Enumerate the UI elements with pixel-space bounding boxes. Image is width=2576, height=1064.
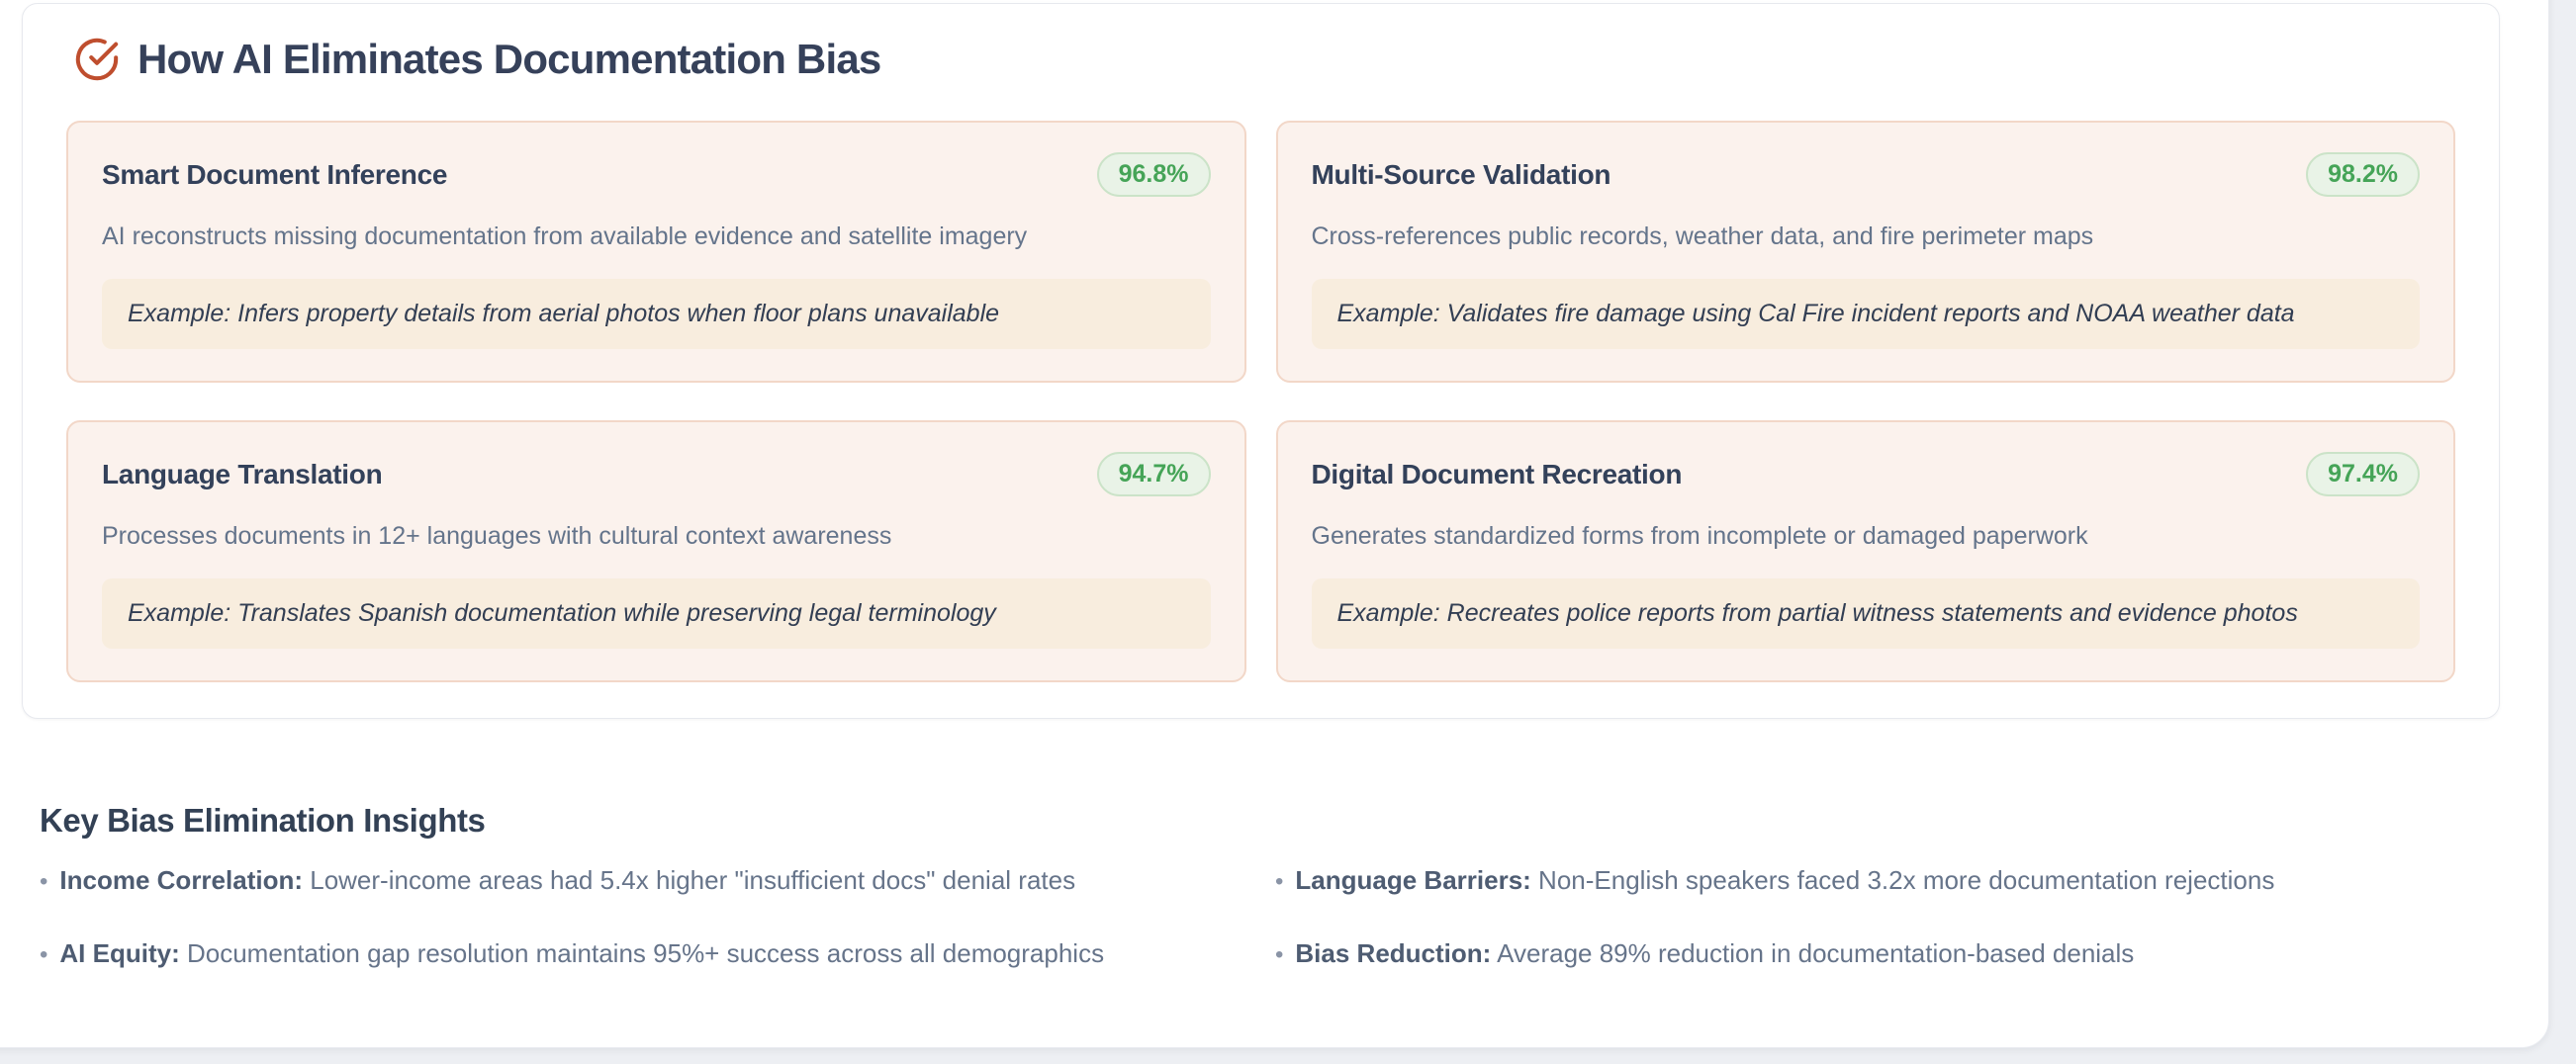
insight-label: Income Correlation: [59, 865, 303, 895]
capability-title: Digital Document Recreation [1311, 458, 1683, 489]
check-circle-icon [75, 38, 119, 81]
capability-example: Example: Validates fire damage using Cal… [1311, 279, 2420, 349]
capability-example: Example: Translates Spanish documentatio… [102, 578, 1211, 649]
capability-card: Digital Document Recreation 97.4% Genera… [1275, 420, 2455, 682]
insight-label: Bias Reduction: [1295, 937, 1492, 968]
section-header: How AI Eliminates Documentation Bias [66, 36, 2455, 83]
capability-description: Cross-references public records, weather… [1311, 222, 2094, 250]
accuracy-badge: 96.8% [1096, 152, 1211, 197]
bullet-icon: • [1275, 868, 1284, 895]
insights-section: Key Bias Elimination Insights • Income Co… [40, 802, 2515, 970]
insight-text: Average 89% reduction in documentation-b… [1497, 937, 2135, 968]
capability-card-header: Language Translation 94.7% [102, 452, 1211, 496]
capability-card: Multi-Source Validation 98.2% Cross-refe… [1275, 121, 2455, 383]
capability-card: Language Translation 94.7% Processes doc… [66, 420, 1246, 682]
section-title: How AI Eliminates Documentation Bias [138, 36, 881, 82]
capability-description: Generates standardized forms from incomp… [1311, 522, 2088, 550]
insight-label: Language Barriers: [1295, 865, 1531, 895]
insights-list: • Income Correlation: Lower-income areas … [40, 865, 2515, 970]
capability-title: Smart Document Inference [102, 158, 448, 190]
capability-description: AI reconstructs missing documentation fr… [102, 222, 1028, 250]
capability-grid: Smart Document Inference 96.8% AI recons… [66, 121, 2455, 682]
capability-example: Example: Infers property details from ae… [102, 279, 1211, 349]
insight-item: • Language Barriers: Non-English speakers… [1275, 865, 2515, 897]
insight-text: Documentation gap resolution maintains 9… [186, 937, 1105, 968]
capability-card-header: Digital Document Recreation 97.4% [1311, 452, 2420, 496]
bullet-icon: • [40, 940, 48, 968]
ai-bias-section-card: How AI Eliminates Documentation Bias Sma… [22, 3, 2500, 719]
insight-text: Lower-income areas had 5.4x higher "insu… [310, 865, 1076, 895]
insight-label: AI Equity: [59, 937, 180, 968]
capability-description: Processes documents in 12+ languages wit… [102, 522, 892, 550]
capability-card: Smart Document Inference 96.8% AI recons… [66, 121, 1246, 383]
insight-item: • Bias Reduction: Average 89% reduction i… [1275, 938, 2515, 970]
insight-item: • Income Correlation: Lower-income areas … [40, 865, 1275, 897]
bullet-icon: • [1275, 940, 1284, 968]
capability-title: Multi-Source Validation [1311, 158, 1611, 190]
insight-text: Non-English speakers faced 3.2x more doc… [1538, 865, 2275, 895]
accuracy-badge: 97.4% [2306, 452, 2420, 496]
accuracy-badge: 94.7% [1096, 452, 1211, 496]
page-content: How AI Eliminates Documentation Bias Sma… [22, 3, 2500, 970]
bullet-icon: • [40, 868, 48, 895]
capability-card-header: Multi-Source Validation 98.2% [1311, 152, 2420, 197]
insight-item: • AI Equity: Documentation gap resolution… [40, 938, 1275, 970]
capability-card-header: Smart Document Inference 96.8% [102, 152, 1211, 197]
accuracy-badge: 98.2% [2306, 152, 2420, 197]
capability-example: Example: Recreates police reports from p… [1311, 578, 2420, 649]
insights-title: Key Bias Elimination Insights [40, 802, 486, 839]
capability-title: Language Translation [102, 458, 383, 489]
